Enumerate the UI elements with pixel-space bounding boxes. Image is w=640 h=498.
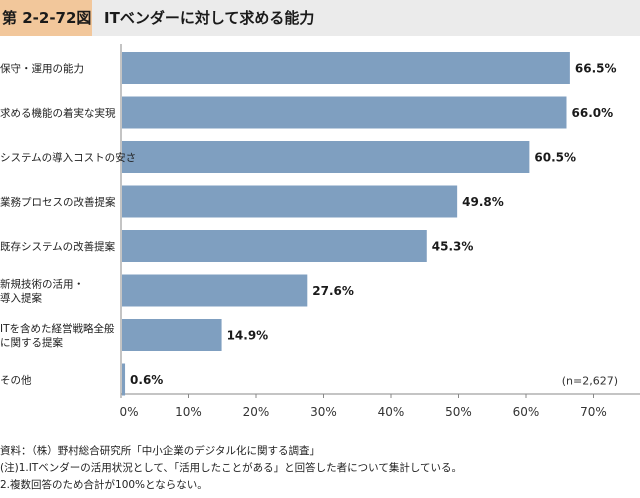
x-tick-label: 10%	[175, 405, 202, 419]
footnote-source: 資料：（株）野村総合研究所「中小企業のデジタル化に関する調査」	[0, 445, 321, 457]
sample-size-annotation: (n=2,627)	[562, 375, 618, 388]
x-tick-label: 60%	[513, 405, 540, 419]
value-label: 27.6%	[312, 284, 354, 298]
footnote-note-1: (注)1.ITベンダーの活用状況として、「活用したことがある」と回答した者につい…	[0, 462, 462, 474]
x-tick-label: 30%	[310, 405, 337, 419]
category-label: に関する提案	[0, 336, 63, 349]
bar	[122, 363, 126, 396]
category-label: 新規技術の活用・	[0, 278, 84, 291]
x-tick-label: 40%	[378, 405, 405, 419]
bar	[122, 185, 458, 218]
category-label: システムの導入コストの安さ	[0, 151, 136, 164]
category-label: その他	[0, 374, 32, 387]
value-label: 66.0%	[572, 106, 614, 120]
bar	[122, 274, 308, 307]
value-label: 14.9%	[227, 329, 269, 343]
bar-chart: 0%10%20%30%40%50%60%70%80%66.5%保守・運用の能力6…	[0, 44, 640, 419]
value-label: 60.5%	[534, 151, 576, 165]
value-label: 66.5%	[575, 62, 617, 76]
x-tick-label: 70%	[580, 405, 607, 419]
bar	[122, 319, 222, 351]
value-label: 0.6%	[130, 373, 163, 387]
category-label: ITを含めた経営戦略全般	[0, 322, 115, 335]
category-label: 求める機能の着実な実現	[0, 107, 116, 120]
figure-title: ITベンダーに対して求める能力	[104, 9, 315, 27]
category-label: 保守・運用の能力	[0, 62, 84, 75]
footnotes: 資料：（株）野村総合研究所「中小企業のデジタル化に関する調査」 (注)1.ITベ…	[0, 443, 640, 494]
figure-header: 第 2-2-72図 ITベンダーに対して求める能力	[0, 0, 640, 36]
category-label: 既存システムの改善提案	[0, 240, 116, 253]
figure-number: 第 2-2-72図	[0, 0, 92, 36]
category-label: 業務プロセスの改善提案	[0, 196, 116, 209]
bar	[122, 52, 570, 84]
bar	[122, 141, 530, 173]
value-label: 49.8%	[462, 195, 504, 209]
bar	[122, 96, 567, 129]
x-tick-label: 0%	[119, 405, 138, 419]
footnote-note-2: 2.複数回答のため合計が100%とならない。	[0, 479, 208, 491]
x-tick-label: 20%	[243, 405, 270, 419]
value-label: 45.3%	[432, 240, 474, 254]
x-tick-label: 50%	[445, 405, 472, 419]
category-label: 導入提案	[0, 292, 42, 305]
bar	[122, 230, 427, 262]
